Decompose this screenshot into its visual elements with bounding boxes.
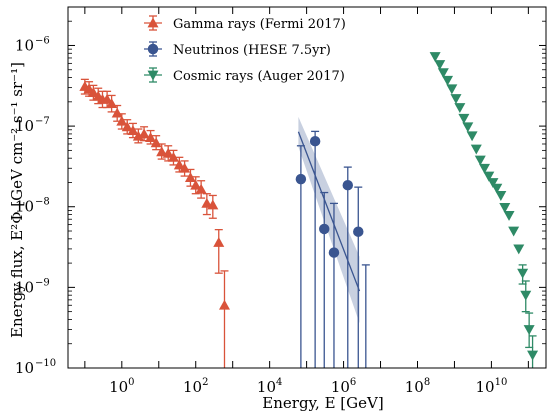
data-point-gamma bbox=[190, 179, 202, 190]
data-point-cosmic bbox=[478, 163, 490, 174]
neutrino-fit-band-layer bbox=[297, 116, 361, 324]
legend-entry-gamma: Gamma rays (Fermi 2017) bbox=[144, 15, 346, 32]
data-point-gamma bbox=[156, 146, 168, 157]
y-tick-labels: 10−1010−910−810−710−6 bbox=[15, 35, 56, 377]
y-axis-title: Energy flux, E²Φ [GeV cm⁻² s⁻¹ sr⁻¹] bbox=[8, 62, 26, 338]
data-point-gamma bbox=[207, 199, 219, 210]
y-tick-exponent: −6 bbox=[35, 35, 50, 46]
y-tick-label: 10 bbox=[15, 278, 34, 296]
data-point-gamma bbox=[150, 137, 162, 148]
legend-entry-neutrinos: Neutrinos (HESE 7.5yr) bbox=[144, 41, 331, 58]
data-point-cosmic bbox=[474, 155, 486, 166]
data-point-cosmic bbox=[462, 122, 474, 133]
data-point-gamma bbox=[167, 151, 179, 162]
data-point-cosmic bbox=[442, 75, 454, 86]
data-point-cosmic bbox=[470, 144, 482, 155]
x-tick-labels: 100 102 104 106 108 1010 bbox=[109, 377, 507, 396]
data-point-gamma bbox=[162, 147, 174, 158]
y-tick-label: 10 bbox=[15, 359, 34, 377]
data-point-cosmic bbox=[513, 244, 525, 255]
data-point-gamma bbox=[121, 121, 133, 132]
data-point-gamma bbox=[127, 125, 139, 135]
data-point-cosmic bbox=[487, 178, 499, 188]
major-ticks bbox=[68, 7, 546, 369]
data-point-gamma bbox=[184, 172, 196, 182]
data-point-cosmic bbox=[527, 350, 539, 361]
legend-entry-cosmic: Cosmic rays (Auger 2017) bbox=[144, 67, 345, 84]
data-point-cosmic bbox=[434, 60, 446, 71]
legend-label-neutrinos: Neutrinos (HESE 7.5yr) bbox=[173, 43, 331, 58]
series-cosmic bbox=[429, 52, 539, 368]
plot-frame bbox=[67, 6, 547, 369]
data-point-cosmic bbox=[454, 103, 466, 114]
legend-label-gamma: Gamma rays (Fermi 2017) bbox=[173, 17, 346, 32]
y-tick-label: 10 bbox=[15, 198, 34, 216]
legend-label-cosmic: Cosmic rays (Auger 2017) bbox=[173, 69, 345, 84]
data-point-cosmic bbox=[520, 290, 532, 301]
data-point-cosmic bbox=[517, 268, 529, 279]
data-point-cosmic bbox=[446, 84, 458, 95]
series-gamma bbox=[79, 78, 230, 368]
legend: Gamma rays (Fermi 2017) Neutrinos (HESE … bbox=[144, 15, 346, 84]
data-point-gamma bbox=[101, 93, 113, 104]
data-point-gamma bbox=[138, 128, 150, 139]
data-point-gamma bbox=[111, 107, 123, 118]
legend-symbol bbox=[147, 17, 159, 28]
data-point-neutrino bbox=[328, 247, 340, 258]
minor-ticks bbox=[68, 6, 546, 345]
data-point-cosmic bbox=[483, 171, 495, 182]
data-point-neutrino bbox=[295, 173, 307, 185]
x-tick-label: 1010 bbox=[475, 377, 507, 396]
legend-marker-gamma bbox=[144, 15, 162, 31]
data-point-gamma bbox=[213, 237, 225, 247]
data-point-cosmic bbox=[508, 226, 520, 237]
data-point-neutrino bbox=[319, 223, 330, 235]
data-point-cosmic bbox=[503, 211, 515, 221]
x-tick-label: 106 bbox=[331, 377, 356, 396]
neutrino-fit-line bbox=[297, 131, 361, 292]
legend-marker-cosmic bbox=[144, 67, 162, 83]
x-axis-title: Energy, E [GeV] bbox=[262, 394, 383, 412]
data-point-cosmic bbox=[458, 113, 470, 124]
legend-marker-neutrinos bbox=[144, 41, 162, 57]
series-layer bbox=[79, 52, 539, 368]
legend-symbol bbox=[147, 43, 159, 55]
data-point-cosmic bbox=[437, 68, 449, 79]
data-point-gamma bbox=[179, 162, 191, 173]
data-point-cosmic bbox=[491, 183, 503, 194]
data-point-cosmic bbox=[495, 191, 507, 201]
x-tick-label: 100 bbox=[109, 377, 134, 396]
y-tick-label: 10 bbox=[15, 117, 34, 135]
x-tick-label: 108 bbox=[405, 377, 430, 396]
neutrino-fit-band bbox=[298, 116, 360, 324]
legend-symbol bbox=[147, 70, 159, 81]
y-tick-exponent: −7 bbox=[35, 116, 50, 127]
data-point-gamma bbox=[173, 159, 185, 170]
data-point-cosmic bbox=[429, 52, 441, 62]
data-point-gamma bbox=[116, 115, 128, 126]
data-point-cosmic bbox=[499, 203, 511, 213]
x-tick-label: 104 bbox=[257, 377, 282, 396]
y-tick-label: 10 bbox=[15, 36, 34, 54]
data-point-gamma bbox=[218, 299, 230, 310]
data-point-cosmic bbox=[466, 131, 478, 142]
data-point-neutrino bbox=[309, 135, 321, 147]
data-point-cosmic bbox=[523, 325, 535, 336]
data-point-cosmic bbox=[450, 94, 462, 104]
data-point-neutrino bbox=[342, 179, 354, 191]
data-point-gamma bbox=[195, 183, 207, 194]
y-tick-exponent: −9 bbox=[35, 277, 50, 288]
series-neutrino bbox=[295, 130, 370, 368]
data-point-neutrino bbox=[353, 226, 364, 237]
x-tick-label: 102 bbox=[183, 377, 208, 396]
data-point-gamma bbox=[145, 132, 157, 143]
y-tick-exponent: −8 bbox=[35, 197, 50, 208]
y-tick-exponent: −10 bbox=[35, 358, 56, 369]
